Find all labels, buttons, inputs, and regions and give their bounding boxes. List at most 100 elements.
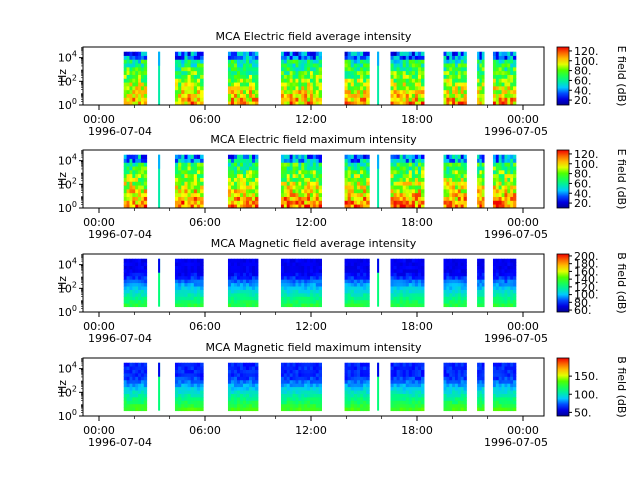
panel-title: MCA Magnetic field average intensity	[211, 237, 417, 250]
y-tick-label: 100	[58, 97, 77, 112]
spectrogram-spike	[377, 51, 380, 105]
plot-frame	[82, 357, 545, 417]
colorbar-tick-label: 180.	[574, 258, 599, 271]
spectrogram-block	[492, 258, 517, 308]
spectrogram-block	[280, 154, 322, 209]
spectrogram-block	[390, 51, 425, 106]
spectrogram-block	[123, 154, 148, 209]
y-axis-label: Hz	[56, 69, 69, 83]
colorbar-label: E field (dB)	[615, 149, 628, 210]
x-tick-label: 00:00	[83, 320, 115, 333]
y-tick-label: 100	[58, 304, 77, 319]
colorbar	[556, 253, 570, 313]
x-tick-label: 18:00	[401, 216, 433, 229]
spectrogram-block	[443, 154, 467, 209]
x-date-end: 1996-07-05	[484, 332, 548, 345]
x-date-start: 1996-07-04	[88, 436, 152, 449]
colorbar-tick-label: 40.	[574, 84, 592, 97]
plot-frame	[82, 253, 545, 313]
x-tick-label: 18:00	[401, 320, 433, 333]
colorbar-tick-label: 120.	[574, 148, 599, 161]
x-tick-label: 00:00	[507, 216, 539, 229]
colorbar-tick-label: 80.	[574, 296, 592, 309]
spectrogram-block	[492, 51, 517, 106]
spectrogram-spike	[377, 362, 380, 411]
colorbar-tick-label: 120.	[574, 281, 599, 294]
spectrogram-spike	[158, 258, 161, 307]
spectrogram-spike	[158, 362, 161, 411]
spectrogram-block	[390, 362, 425, 412]
y-tick-label: 102	[58, 176, 77, 191]
plot-frame	[82, 46, 545, 106]
x-date-start: 1996-07-04	[88, 125, 152, 138]
colorbar-tick-label: 60.	[574, 304, 592, 317]
x-tick-label: 06:00	[189, 216, 221, 229]
y-tick-label: 100	[58, 408, 77, 423]
colorbar-tick-label: 50.	[574, 406, 592, 419]
y-tick-label: 104	[58, 257, 77, 272]
spectrogram-block	[227, 258, 259, 308]
x-tick-label: 18:00	[401, 113, 433, 126]
colorbar-tick-label: 100.	[574, 158, 599, 171]
spectrogram-block	[443, 258, 467, 308]
colorbar-tick-label: 200.	[574, 250, 599, 263]
colorbar-tick-label: 150.	[574, 370, 599, 383]
spectrogram-block	[492, 362, 517, 412]
y-tick-label: 100	[58, 200, 77, 215]
spectrogram-block	[443, 362, 467, 412]
x-tick-label: 06:00	[189, 113, 221, 126]
spectrogram-block	[227, 154, 259, 209]
y-tick-label: 104	[58, 153, 77, 168]
colorbar-tick-label: 80.	[574, 65, 592, 78]
spectrogram-spike	[377, 258, 380, 307]
spectrogram-block	[174, 362, 204, 412]
x-date-end: 1996-07-05	[484, 125, 548, 138]
y-tick-label: 102	[58, 73, 77, 88]
colorbar-tick-label: 120.	[574, 45, 599, 58]
spectrogram-block	[123, 51, 148, 106]
colorbar-tick-label: 160.	[574, 265, 599, 278]
colorbar-tick-label: 20.	[574, 197, 592, 210]
y-axis-label: Hz	[56, 172, 69, 186]
y-tick-label: 104	[58, 50, 77, 65]
x-tick-label: 00:00	[83, 424, 115, 437]
x-date-start: 1996-07-04	[88, 228, 152, 241]
x-tick-label: 00:00	[83, 216, 115, 229]
spectrogram-block	[344, 258, 370, 308]
panel-4: MCA Magnetic field maximum intensity 100 1…	[56, 341, 628, 449]
spectrogram-block	[477, 258, 485, 308]
x-date-start: 1996-07-04	[88, 332, 152, 345]
y-tick-label: 102	[58, 280, 77, 295]
y-axis-label: Hz	[56, 276, 69, 290]
spectrogram-block	[280, 51, 322, 106]
y-tick-label: 102	[58, 384, 77, 399]
x-tick-label: 00:00	[507, 320, 539, 333]
spectrogram-block	[477, 362, 485, 412]
panel-title: MCA Magnetic field maximum intensity	[206, 341, 422, 354]
spectrogram-spike	[158, 154, 161, 208]
spectrogram-block	[477, 51, 485, 106]
panel-title: MCA Electric field maximum intensity	[210, 133, 417, 146]
colorbar-tick-label: 20.	[574, 94, 592, 107]
colorbar-tick-label: 100.	[574, 388, 599, 401]
x-tick-label: 18:00	[401, 424, 433, 437]
spectrogram-block	[123, 258, 148, 308]
spectrogram-block	[280, 362, 322, 412]
x-tick-label: 00:00	[507, 113, 539, 126]
spectrogram-block	[227, 51, 259, 106]
spectrogram-block	[390, 258, 425, 308]
spectrogram-block	[492, 154, 517, 209]
x-tick-label: 00:00	[83, 113, 115, 126]
spectrogram-block	[227, 362, 259, 412]
colorbar-label: B field (dB)	[615, 252, 628, 313]
x-tick-label: 12:00	[295, 320, 327, 333]
spectrogram-block	[174, 154, 204, 209]
spectrogram-block	[344, 362, 370, 412]
y-axis-label: Hz	[56, 380, 69, 394]
spectrogram-block	[344, 154, 370, 209]
colorbar-tick-label: 60.	[574, 74, 592, 87]
colorbar-tick-label: 100.	[574, 55, 599, 68]
panel-1: MCA Electric field average intensity 100 1…	[56, 30, 628, 138]
